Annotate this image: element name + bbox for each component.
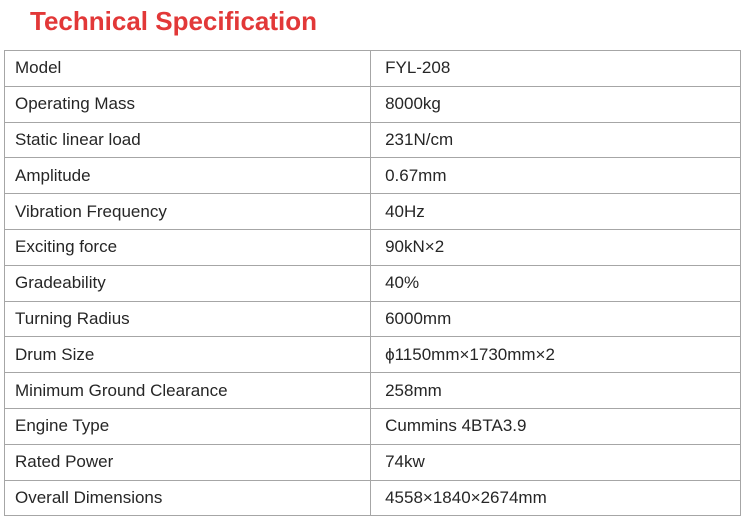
spec-value: 8000kg [370,85,741,123]
spec-label: Engine Type [3,407,372,445]
spec-value: 40% [370,264,741,302]
spec-label: Overall Dimensions [3,479,372,517]
table-row: Drum Size ϕ1150mm×1730mm×2 [3,336,741,374]
spec-value: 0.67mm [370,157,741,195]
table-row: Gradeability 40% [3,264,741,302]
table-row: Engine Type Cummins 4BTA3.9 [3,407,741,445]
table-row: Exciting force 90kN×2 [3,228,741,266]
spec-value: 4558×1840×2674mm [370,479,741,517]
spec-label: Rated Power [3,443,372,481]
spec-label: Static linear load [3,121,372,159]
spec-label: Drum Size [3,336,372,374]
table-row: Rated Power 74kw [3,443,741,481]
table-row: Overall Dimensions 4558×1840×2674mm [3,479,741,517]
spec-value: 74kw [370,443,741,481]
page-title: Technical Specification [30,6,318,36]
table-row: Turning Radius 6000mm [3,300,741,338]
spec-value: 40Hz [370,193,741,230]
spec-label: Amplitude [3,157,372,195]
spec-label: Exciting force [3,228,372,266]
spec-value: FYL-208 [370,50,741,87]
spec-value: Cummins 4BTA3.9 [370,407,741,445]
spec-table: Model FYL-208 Operating Mass 8000kg Stat… [3,50,741,517]
spec-label: Model [3,50,372,87]
spec-label: Operating Mass [3,85,372,123]
spec-label: Gradeability [3,264,372,302]
spec-value: ϕ1150mm×1730mm×2 [370,336,741,374]
spec-label: Vibration Frequency [3,193,372,230]
spec-label: Turning Radius [3,300,372,338]
spec-value: 6000mm [370,300,741,338]
spec-value: 258mm [370,372,741,409]
table-row: Model FYL-208 [3,50,741,87]
table-row: Minimum Ground Clearance 258mm [3,372,741,409]
table-row: Static linear load 231N/cm [3,121,741,159]
table-row: Vibration Frequency 40Hz [3,193,741,230]
table-row: Operating Mass 8000kg [3,85,741,123]
spec-label: Minimum Ground Clearance [3,372,372,409]
spec-value: 90kN×2 [370,228,741,266]
table-row: Amplitude 0.67mm [3,157,741,195]
spec-value: 231N/cm [370,121,741,159]
